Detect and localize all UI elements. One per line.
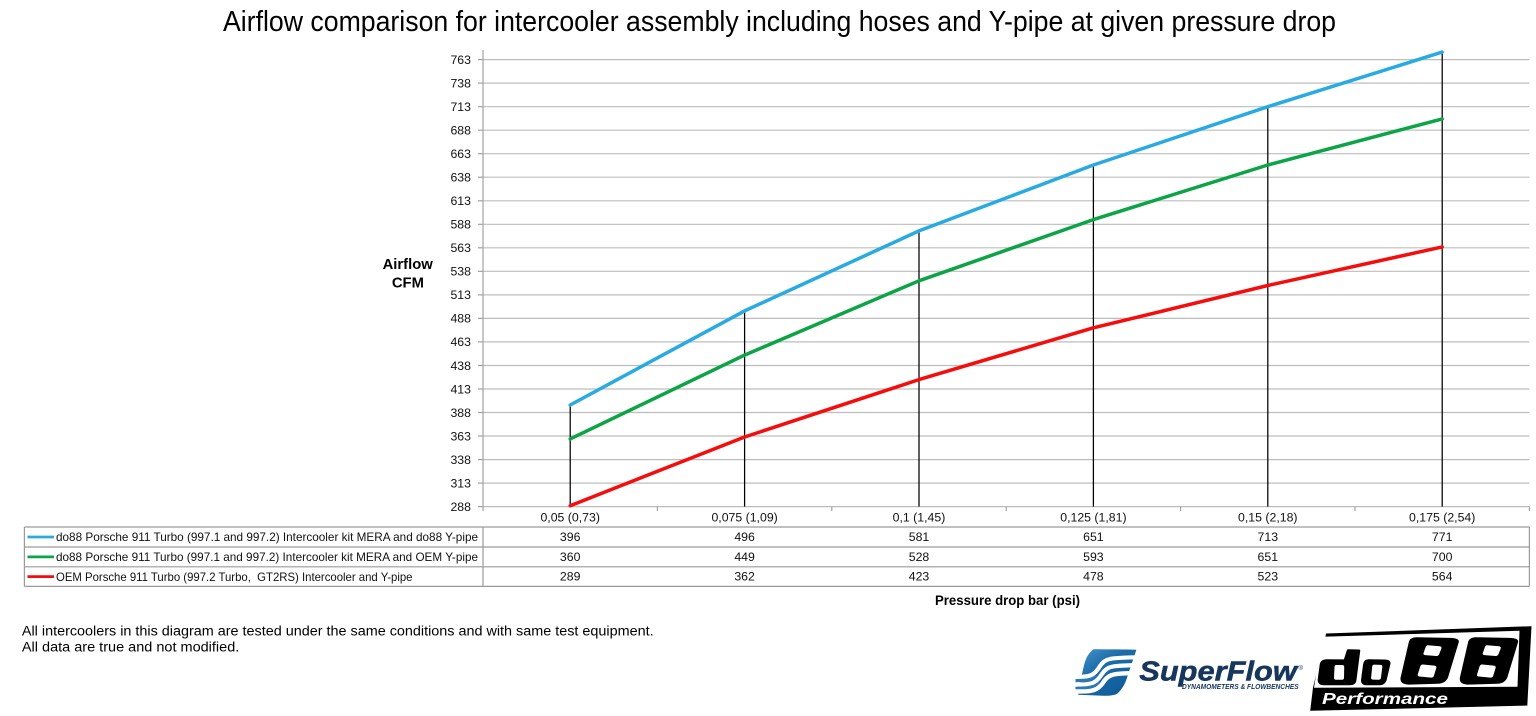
svg-text:478: 478 (1083, 570, 1104, 584)
svg-text:0,075 (1,09): 0,075 (1,09) (711, 510, 777, 524)
svg-text:do88 Porsche 911 Turbo (997.1: do88 Porsche 911 Turbo (997.1 and 997.2)… (56, 550, 478, 564)
svg-text:651: 651 (1258, 550, 1279, 564)
svg-text:588: 588 (450, 218, 471, 232)
svg-text:0,125 (1,81): 0,125 (1,81) (1060, 510, 1126, 524)
svg-text:438: 438 (450, 359, 471, 373)
svg-text:288: 288 (450, 500, 471, 514)
svg-text:528: 528 (909, 550, 930, 564)
svg-text:638: 638 (450, 171, 471, 185)
svg-text:363: 363 (450, 429, 471, 443)
svg-text:449: 449 (734, 550, 755, 564)
svg-text:0,15 (2,18): 0,15 (2,18) (1238, 510, 1297, 524)
svg-text:700: 700 (1432, 550, 1453, 564)
svg-text:Airflow comparison for interco: Airflow comparison for intercooler assem… (223, 6, 1336, 38)
svg-text:362: 362 (734, 570, 755, 584)
svg-text:413: 413 (450, 382, 471, 396)
svg-text:do88 Porsche 911 Turbo (997.1: do88 Porsche 911 Turbo (997.1 and 997.2)… (56, 530, 478, 544)
svg-text:563: 563 (450, 241, 471, 255)
svg-text:Airflow: Airflow (383, 257, 434, 273)
svg-text:CFM: CFM (392, 275, 424, 291)
svg-text:771: 771 (1432, 530, 1453, 544)
svg-text:All intercoolers in this diagr: All intercoolers in this diagram are tes… (22, 624, 654, 640)
svg-text:513: 513 (450, 288, 471, 302)
svg-text:DYNAMOMETERS & FLOWBENCHES: DYNAMOMETERS & FLOWBENCHES (1182, 682, 1299, 691)
svg-text:0,1 (1,45): 0,1 (1,45) (893, 510, 946, 524)
svg-text:488: 488 (450, 312, 471, 326)
svg-text:763: 763 (450, 53, 471, 67)
svg-text:613: 613 (450, 194, 471, 208)
svg-text:360: 360 (560, 550, 581, 564)
svg-text:388: 388 (450, 406, 471, 420)
svg-text:564: 564 (1432, 570, 1453, 584)
svg-text:538: 538 (450, 265, 471, 279)
svg-text:496: 496 (734, 530, 755, 544)
svg-text:463: 463 (450, 335, 471, 349)
svg-text:713: 713 (450, 100, 471, 114)
svg-text:581: 581 (909, 530, 930, 544)
svg-text:SuperFlow: SuperFlow (1139, 655, 1299, 686)
svg-text:289: 289 (560, 570, 581, 584)
svg-text:OEM Porsche 911 Turbo (997.2 T: OEM Porsche 911 Turbo (997.2 Turbo, GT2R… (56, 570, 413, 584)
svg-text:Performance: Performance (1322, 691, 1448, 708)
svg-text:523: 523 (1258, 570, 1279, 584)
svg-text:313: 313 (450, 476, 471, 490)
svg-text:®: ® (1299, 665, 1304, 672)
svg-text:593: 593 (1083, 550, 1104, 564)
svg-text:338: 338 (450, 453, 471, 467)
svg-text:396: 396 (560, 530, 581, 544)
svg-text:738: 738 (450, 76, 471, 90)
svg-text:651: 651 (1083, 530, 1104, 544)
svg-text:0,05 (0,73): 0,05 (0,73) (540, 510, 599, 524)
svg-text:423: 423 (909, 570, 930, 584)
svg-text:663: 663 (450, 147, 471, 161)
svg-text:All data are true and not modi: All data are true and not modified. (22, 640, 239, 656)
svg-text:0,175 (2,54): 0,175 (2,54) (1409, 510, 1475, 524)
svg-text:713: 713 (1258, 530, 1279, 544)
svg-text:Pressure drop bar (psi): Pressure drop bar (psi) (935, 593, 1080, 609)
svg-text:688: 688 (450, 124, 471, 138)
